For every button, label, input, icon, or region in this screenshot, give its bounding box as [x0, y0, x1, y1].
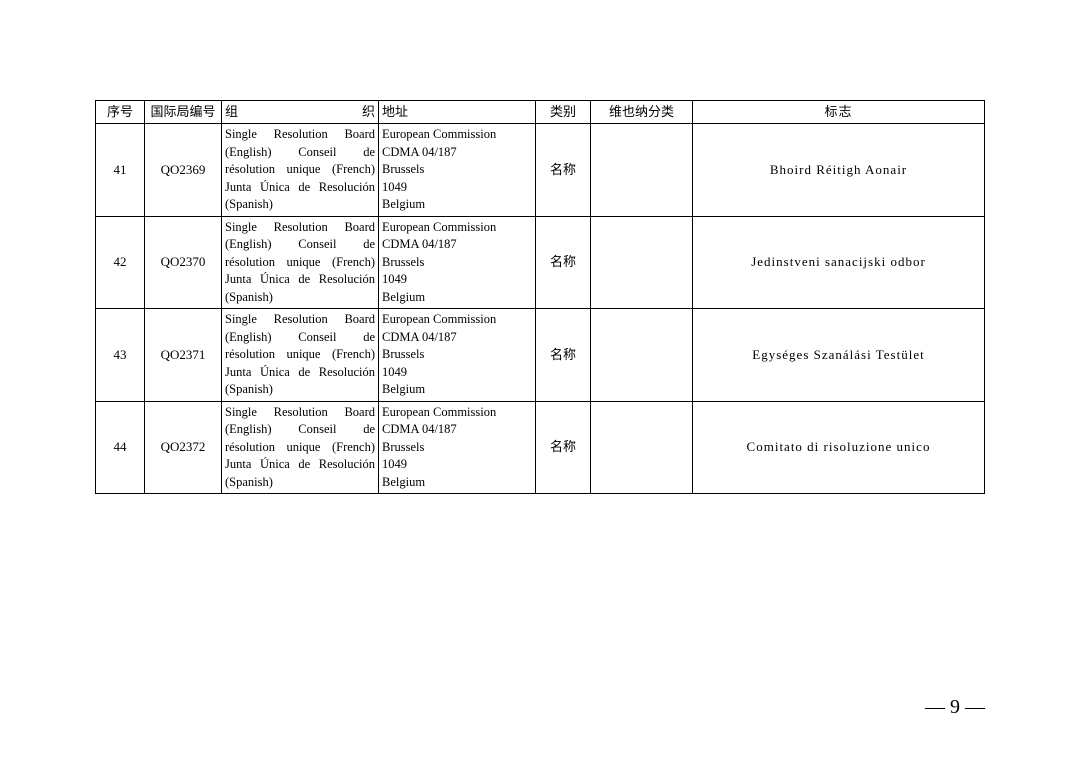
cell-cat: 名称 [536, 216, 591, 309]
cell-org: Single Resolution Board (English) Consei… [222, 216, 379, 309]
cell-code: QO2369 [145, 124, 222, 217]
header-vienna: 维也纳分类 [591, 101, 693, 124]
cell-cat: 名称 [536, 124, 591, 217]
data-table: 序号 国际局编号 组织 地址 类别 维也纳分类 标志 41 QO2369 Sin… [95, 100, 985, 494]
header-cat: 类别 [536, 101, 591, 124]
document-page: 序号 国际局编号 组织 地址 类别 维也纳分类 标志 41 QO2369 Sin… [0, 0, 1080, 534]
cell-vienna [591, 216, 693, 309]
header-code: 国际局编号 [145, 101, 222, 124]
header-org: 组织 [222, 101, 379, 124]
header-row: 序号 国际局编号 组织 地址 类别 维也纳分类 标志 [96, 101, 985, 124]
cell-addr: European CommissionCDMA 04/187Brussels10… [379, 216, 536, 309]
cell-code: QO2372 [145, 401, 222, 494]
cell-org: Single Resolution Board (English) Consei… [222, 401, 379, 494]
cell-logo: Bhoird Réitigh Aonair [693, 124, 985, 217]
cell-code: QO2371 [145, 309, 222, 402]
cell-seq: 43 [96, 309, 145, 402]
cell-code: QO2370 [145, 216, 222, 309]
cell-cat: 名称 [536, 401, 591, 494]
cell-seq: 44 [96, 401, 145, 494]
cell-vienna [591, 309, 693, 402]
table-row: 43 QO2371 Single Resolution Board (Engli… [96, 309, 985, 402]
table-row: 41 QO2369 Single Resolution Board (Engli… [96, 124, 985, 217]
cell-vienna [591, 401, 693, 494]
cell-logo: Comitato di risoluzione unico [693, 401, 985, 494]
cell-addr: European CommissionCDMA 04/187Brussels10… [379, 124, 536, 217]
cell-org: Single Resolution Board (English) Consei… [222, 124, 379, 217]
header-logo: 标志 [693, 101, 985, 124]
cell-seq: 42 [96, 216, 145, 309]
cell-logo: Jedinstveni sanacijski odbor [693, 216, 985, 309]
table-row: 42 QO2370 Single Resolution Board (Engli… [96, 216, 985, 309]
page-number: — 9 — [925, 696, 985, 719]
cell-logo: Egységes Szanálási Testület [693, 309, 985, 402]
cell-org: Single Resolution Board (English) Consei… [222, 309, 379, 402]
cell-addr: European CommissionCDMA 04/187Brussels10… [379, 309, 536, 402]
cell-seq: 41 [96, 124, 145, 217]
cell-addr: European CommissionCDMA 04/187Brussels10… [379, 401, 536, 494]
header-addr: 地址 [379, 101, 536, 124]
table-body: 41 QO2369 Single Resolution Board (Engli… [96, 124, 985, 494]
cell-vienna [591, 124, 693, 217]
cell-cat: 名称 [536, 309, 591, 402]
table-header: 序号 国际局编号 组织 地址 类别 维也纳分类 标志 [96, 101, 985, 124]
table-row: 44 QO2372 Single Resolution Board (Engli… [96, 401, 985, 494]
header-seq: 序号 [96, 101, 145, 124]
